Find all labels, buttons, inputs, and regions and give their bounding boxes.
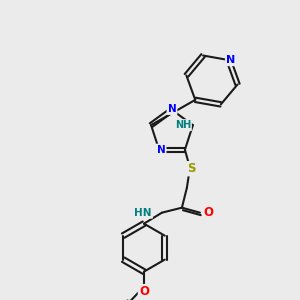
Text: HN: HN bbox=[134, 208, 152, 218]
Text: N: N bbox=[226, 55, 235, 65]
Text: S: S bbox=[187, 162, 195, 175]
Text: NH: NH bbox=[175, 120, 191, 130]
Text: N: N bbox=[157, 145, 165, 155]
Text: O: O bbox=[139, 285, 149, 298]
Text: O: O bbox=[203, 206, 213, 219]
Text: N: N bbox=[168, 104, 176, 114]
